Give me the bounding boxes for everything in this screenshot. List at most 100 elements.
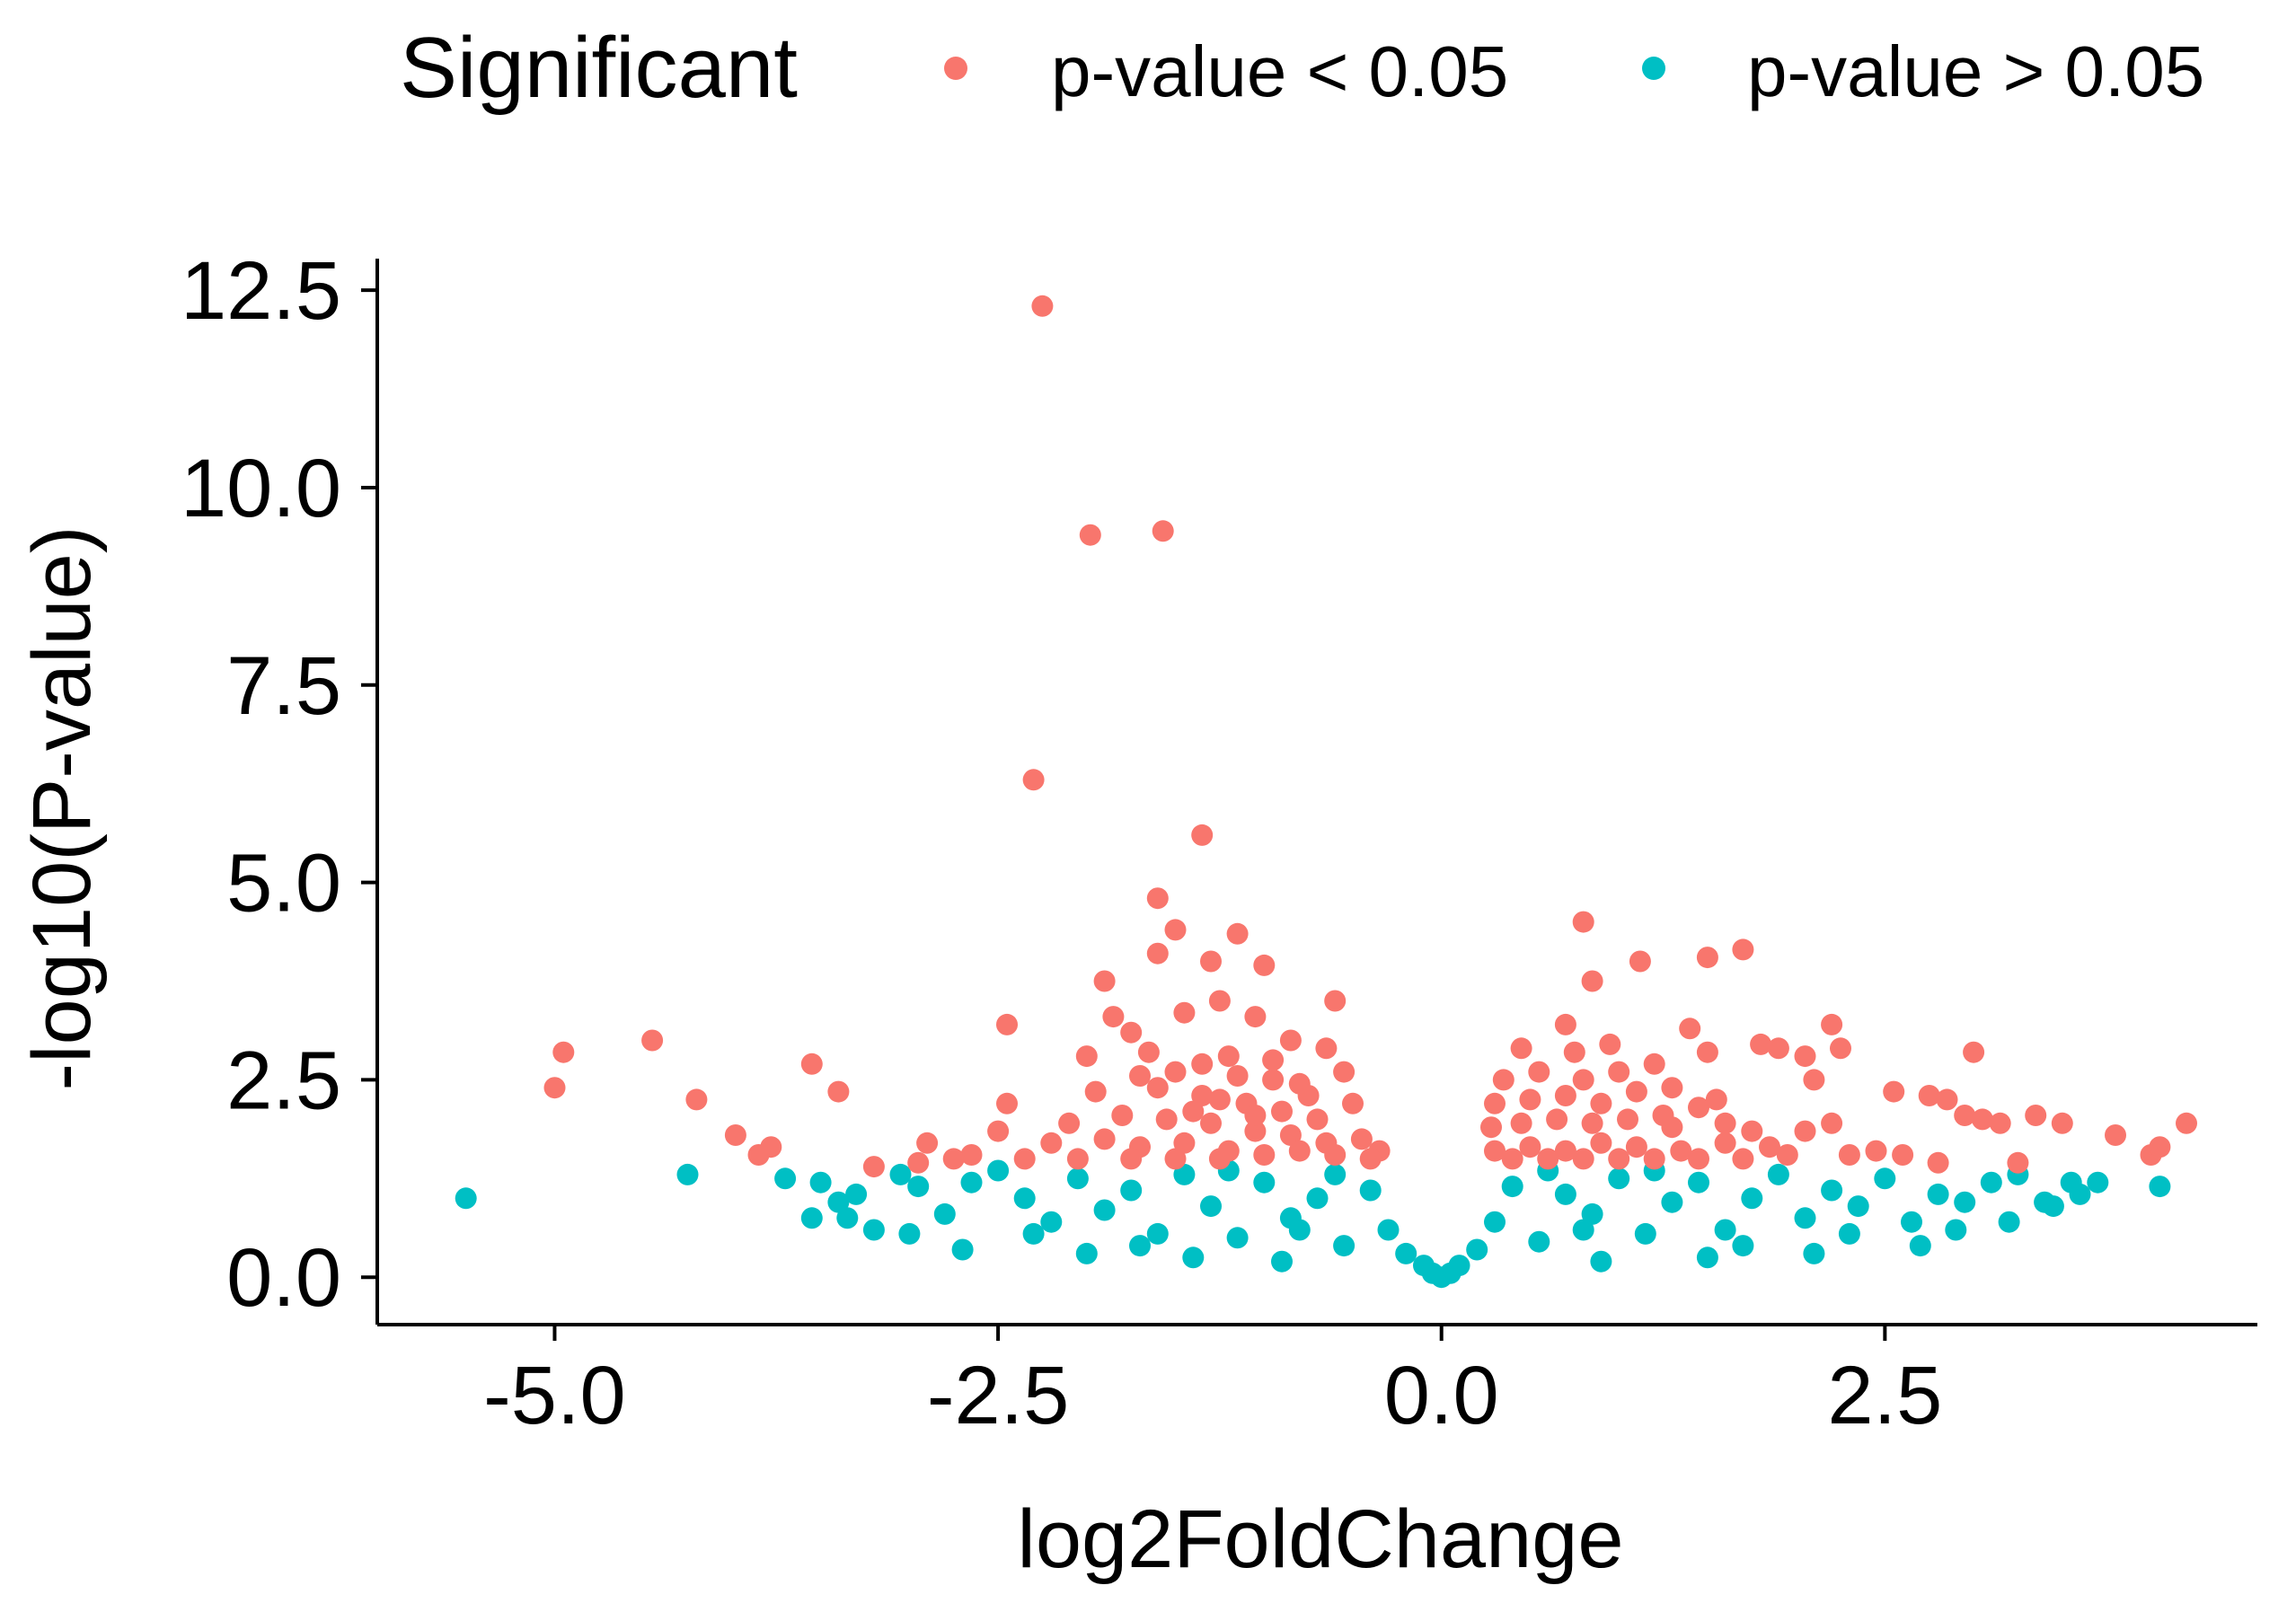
point-not-significant-80 [2042, 1195, 2064, 1218]
point-significant-61 [1182, 1100, 1205, 1123]
point-not-significant-65 [1696, 1246, 1718, 1269]
point-significant-39 [1200, 1112, 1222, 1134]
point-not-significant-53 [1954, 1191, 1976, 1213]
point-significant-92 [1643, 1053, 1665, 1075]
point-significant-68 [1208, 1088, 1231, 1111]
point-not-significant-33 [1448, 1255, 1470, 1277]
point-not-significant-7 [862, 1219, 885, 1241]
point-significant-99 [1484, 1092, 1506, 1114]
point-not-significant-43 [1688, 1171, 1709, 1194]
point-significant-7 [1226, 922, 1249, 945]
legend-label-significant: p-value < 0.05 [1051, 31, 1509, 111]
point-not-significant-42 [1661, 1191, 1683, 1213]
point-significant-93 [1696, 1041, 1718, 1063]
point-significant-98 [1661, 1077, 1683, 1099]
point-significant-65 [1129, 1065, 1151, 1087]
point-significant-26 [1262, 1069, 1285, 1091]
point-significant-81 [907, 1151, 930, 1174]
point-significant-75 [760, 1136, 782, 1158]
point-not-significant-8 [889, 1163, 912, 1185]
point-significant-4 [1191, 824, 1214, 846]
point-not-significant-66 [1803, 1242, 1825, 1264]
point-significant-132 [1750, 1033, 1772, 1055]
point-not-significant-74 [1022, 1222, 1045, 1245]
point-significant-12 [1324, 990, 1347, 1012]
point-significant-33 [1306, 1108, 1329, 1131]
point-not-significant-71 [1324, 1163, 1347, 1185]
point-significant-123 [1608, 1148, 1630, 1170]
point-significant-118 [1714, 1132, 1736, 1154]
point-significant-2 [1152, 520, 1174, 542]
point-significant-89 [1510, 1037, 1532, 1060]
point-significant-127 [1776, 1144, 1798, 1166]
point-not-significant-47 [1794, 1207, 1816, 1229]
point-not-significant-36 [1501, 1176, 1523, 1198]
point-significant-60 [1208, 1148, 1231, 1170]
point-significant-143 [1989, 1112, 2011, 1134]
point-significant-56 [1013, 1148, 1036, 1170]
point-significant-11 [1253, 954, 1276, 976]
point-significant-72 [685, 1088, 708, 1111]
point-not-significant-40 [1608, 1167, 1630, 1190]
point-significant-109 [1617, 1108, 1638, 1131]
point-significant-113 [1519, 1136, 1541, 1158]
point-not-significant-76 [1129, 1235, 1151, 1257]
point-not-significant-19 [1173, 1163, 1196, 1185]
point-significant-125 [1688, 1148, 1709, 1170]
point-not-significant-75 [1838, 1222, 1860, 1245]
point-significant-18 [1244, 1006, 1267, 1028]
legend-title: Significant [400, 20, 798, 116]
point-significant-120 [1501, 1148, 1523, 1170]
point-significant-141 [1954, 1105, 1976, 1126]
point-significant-142 [1971, 1108, 1993, 1131]
point-significant-55 [960, 1144, 983, 1166]
point-not-significant-60 [951, 1238, 974, 1261]
point-significant-146 [2051, 1112, 2073, 1134]
point-significant-73 [724, 1124, 746, 1146]
point-not-significant-25 [1333, 1235, 1356, 1257]
point-significant-116 [1625, 1136, 1647, 1158]
point-significant-22 [1075, 1045, 1098, 1068]
point-not-significant-15 [1066, 1167, 1089, 1190]
point-significant-107 [1546, 1108, 1568, 1131]
point-not-significant-68 [898, 1222, 921, 1245]
point-significant-122 [1572, 1148, 1594, 1170]
point-significant-80 [862, 1156, 885, 1178]
point-significant-45 [987, 1120, 1010, 1142]
point-not-significant-34 [1466, 1238, 1488, 1261]
point-not-significant-52 [1927, 1183, 1949, 1205]
point-significant-136 [1830, 1037, 1851, 1060]
point-significant-54 [1359, 1148, 1382, 1170]
point-significant-134 [1794, 1045, 1816, 1068]
point-not-significant-39 [1581, 1202, 1603, 1225]
point-significant-36 [1058, 1112, 1081, 1134]
point-significant-8 [1093, 970, 1116, 992]
point-not-significant-61 [1075, 1242, 1098, 1264]
y-tick-label-4: 10.0 [181, 443, 341, 534]
x-axis-title: log2FoldChange [1017, 1493, 1623, 1585]
point-not-significant-12 [987, 1159, 1010, 1182]
point-significant-94 [1492, 1069, 1514, 1091]
point-not-significant-17 [1120, 1179, 1143, 1202]
point-not-significant-9 [907, 1176, 930, 1198]
point-significant-79 [942, 1148, 965, 1170]
y-tick-label-2: 5.0 [226, 838, 341, 929]
point-significant-6 [1164, 919, 1187, 941]
point-not-significant-69 [1998, 1211, 2020, 1233]
point-not-significant-64 [1590, 1250, 1612, 1273]
point-not-significant-62 [1182, 1246, 1205, 1269]
point-not-significant-2 [774, 1167, 797, 1190]
point-not-significant-18 [1146, 1222, 1169, 1245]
point-significant-57 [1066, 1148, 1089, 1170]
y-tick-label-5: 12.5 [181, 245, 341, 337]
point-significant-30 [1191, 1085, 1214, 1106]
point-significant-86 [1581, 970, 1603, 992]
y-ticks: 0.0 2.5 5.0 7.5 10.0 12.5 [181, 245, 377, 1324]
point-significant-87 [1554, 1013, 1576, 1035]
point-significant-135 [1803, 1069, 1825, 1091]
point-significant-88 [1679, 1017, 1701, 1040]
legend-key-significant [944, 57, 967, 80]
point-significant-41 [1279, 1124, 1302, 1146]
point-not-significant-48 [1821, 1179, 1843, 1202]
point-significant-139 [1918, 1085, 1940, 1106]
